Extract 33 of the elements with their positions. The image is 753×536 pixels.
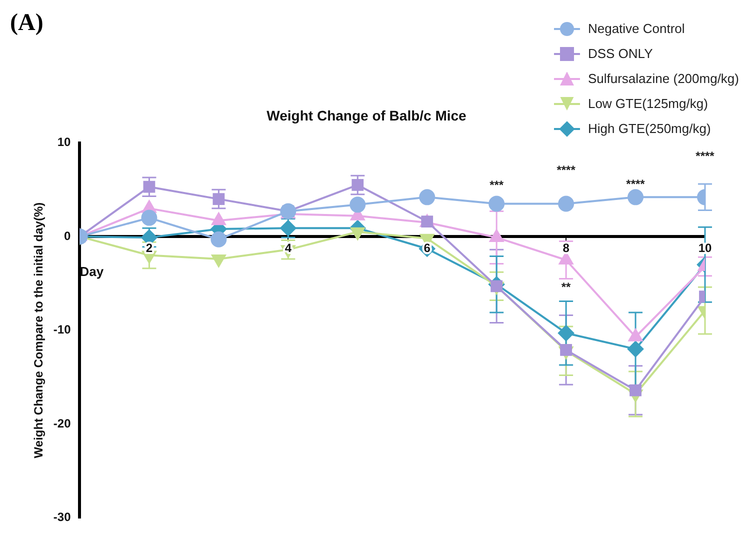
y-tick-label: -20 xyxy=(53,416,72,430)
chart-title: Weight Change of Balb/c Mice xyxy=(266,107,467,124)
point xyxy=(141,210,158,226)
point xyxy=(628,341,644,358)
legend-label: Low GTE(125mg/kg) xyxy=(588,96,708,111)
annotation: **** xyxy=(696,148,714,163)
legend-label: High GTE(250mg/kg) xyxy=(588,121,711,136)
annotation: *** xyxy=(490,178,504,192)
legend-label: Negative Control xyxy=(588,21,685,36)
point xyxy=(558,325,574,342)
y-tick-label: -10 xyxy=(53,322,72,337)
point xyxy=(558,196,574,212)
point xyxy=(628,189,644,206)
point xyxy=(210,231,227,248)
legend-label: Sulfursalazine (200mg/kg) xyxy=(588,71,739,86)
point xyxy=(490,280,503,292)
annotation: ** xyxy=(561,280,571,294)
legend-label: DSS ONLY xyxy=(588,46,653,61)
text: (A) xyxy=(10,10,44,37)
x-tick-label: 6 xyxy=(424,240,431,255)
point xyxy=(488,196,505,212)
x-tick-label: 8 xyxy=(562,240,570,255)
point xyxy=(419,189,436,206)
point xyxy=(350,196,366,213)
annotation: **** xyxy=(626,177,645,192)
y-tick-label: -30 xyxy=(53,510,72,524)
x-tick-label: 4 xyxy=(284,240,292,255)
y-tick-label: 0 xyxy=(64,228,72,243)
y-tick-label: 10 xyxy=(57,135,72,150)
annotation: **** xyxy=(556,162,576,177)
x-axis-title: Day xyxy=(80,264,104,279)
point xyxy=(630,384,642,396)
y-axis-title: Weight Change Compare to the initial day(%) xyxy=(32,202,46,458)
